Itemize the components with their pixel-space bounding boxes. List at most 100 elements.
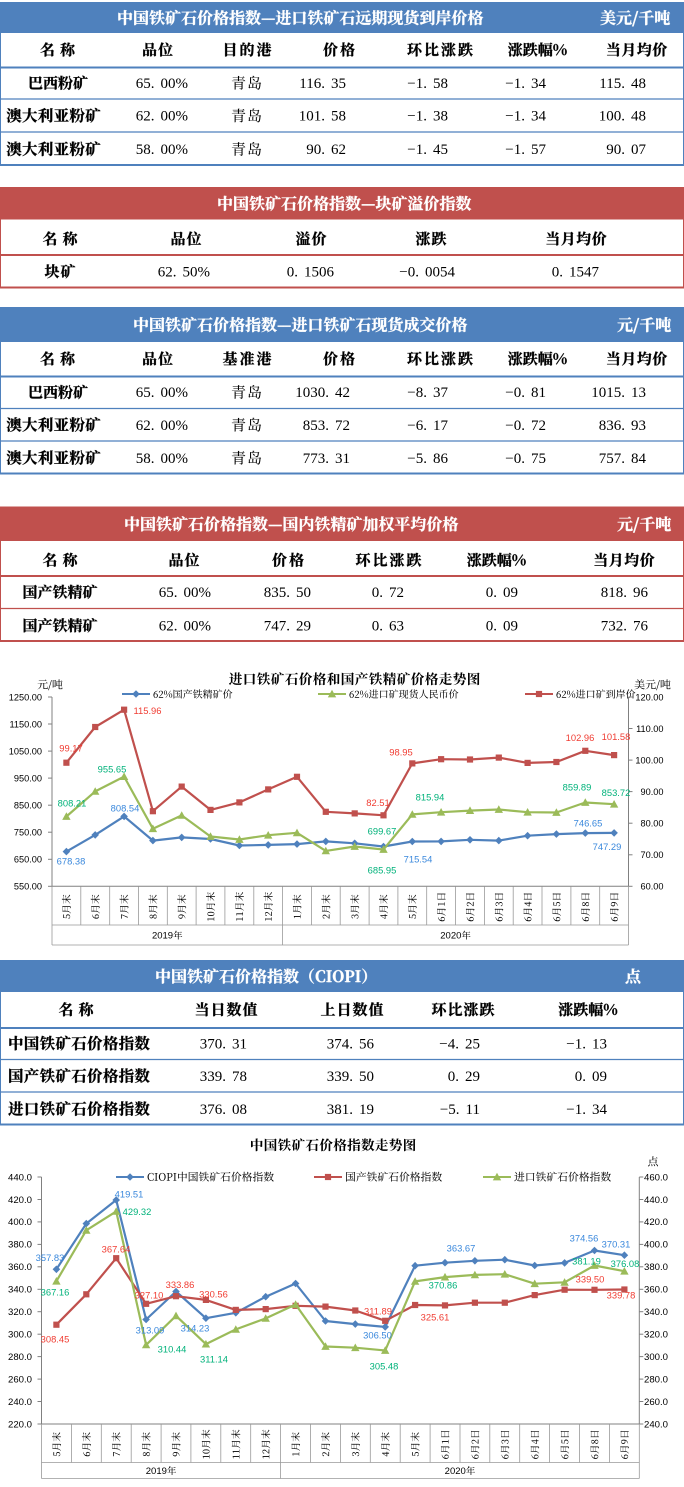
svg-text:−1. 45: −1. 45	[407, 142, 448, 158]
svg-text:747. 29: 747. 29	[264, 619, 311, 635]
svg-text:376.08: 376.08	[611, 1258, 640, 1269]
svg-text:306.50: 306.50	[363, 1329, 392, 1340]
svg-text:300.0: 300.0	[8, 1330, 32, 1341]
svg-text:308.45: 308.45	[41, 1333, 70, 1344]
svg-text:420.0: 420.0	[8, 1195, 32, 1206]
svg-text:62. 00%: 62. 00%	[136, 418, 188, 434]
svg-text:746.65: 746.65	[574, 817, 603, 828]
svg-text:836. 93: 836. 93	[599, 418, 646, 434]
svg-text:0. 1547: 0. 1547	[552, 264, 600, 280]
svg-text:339.50: 339.50	[576, 1273, 605, 1284]
svg-text:82.51: 82.51	[366, 797, 389, 808]
svg-text:−1. 34: −1. 34	[505, 109, 546, 125]
svg-text:0. 1506: 0. 1506	[287, 264, 335, 280]
svg-text:853.72: 853.72	[602, 787, 631, 798]
svg-text:260.0: 260.0	[644, 1397, 668, 1408]
svg-text:950.00: 950.00	[14, 773, 42, 783]
svg-text:1030. 42: 1030. 42	[295, 385, 350, 401]
svg-text:363.67: 363.67	[447, 1242, 476, 1253]
svg-text:955.65: 955.65	[98, 763, 127, 774]
svg-text:2019: 2019	[152, 930, 173, 941]
svg-text:429.32: 429.32	[123, 1206, 152, 1217]
svg-text:320.0: 320.0	[8, 1307, 32, 1318]
svg-text:835. 50: 835. 50	[264, 585, 311, 601]
svg-text:1015. 13: 1015. 13	[591, 385, 646, 401]
svg-text:2019: 2019	[146, 1466, 167, 1477]
svg-text:0. 29: 0. 29	[448, 1069, 480, 1085]
svg-text:240.0: 240.0	[8, 1397, 32, 1408]
svg-text:859.89: 859.89	[563, 782, 592, 793]
svg-text:220.0: 220.0	[8, 1419, 32, 1430]
svg-text:65. 00%: 65. 00%	[159, 585, 211, 601]
svg-text:550.00: 550.00	[14, 882, 42, 892]
svg-text:62. 00%: 62. 00%	[136, 109, 188, 125]
svg-text:98.95: 98.95	[389, 746, 412, 757]
svg-text:773. 31: 773. 31	[303, 451, 350, 467]
svg-text:90. 62: 90. 62	[306, 142, 346, 158]
svg-text:110.00: 110.00	[636, 724, 663, 734]
svg-text:−1. 34: −1. 34	[566, 1102, 607, 1118]
svg-text:380.0: 380.0	[644, 1262, 668, 1273]
svg-text:305.48: 305.48	[370, 1360, 399, 1371]
svg-text:325.61: 325.61	[421, 1311, 450, 1322]
svg-text:808.54: 808.54	[111, 802, 140, 813]
svg-text:360.0: 360.0	[644, 1285, 668, 1296]
svg-text:62. 50%: 62. 50%	[158, 264, 210, 280]
svg-text:90. 07: 90. 07	[606, 142, 646, 158]
svg-text:−8. 37: −8. 37	[407, 385, 448, 401]
svg-text:−0. 81: −0. 81	[505, 385, 546, 401]
svg-text:650.00: 650.00	[14, 855, 42, 865]
svg-text:300.0: 300.0	[644, 1352, 668, 1363]
svg-text:1150.00: 1150.00	[9, 719, 42, 729]
svg-text:100. 48: 100. 48	[599, 109, 646, 125]
svg-text:−5. 86: −5. 86	[407, 451, 448, 467]
svg-text:757. 84: 757. 84	[599, 451, 647, 467]
svg-text:850.00: 850.00	[14, 801, 42, 811]
svg-text:420.0: 420.0	[644, 1217, 668, 1228]
svg-text:65. 00%: 65. 00%	[136, 385, 188, 401]
svg-text:440.0: 440.0	[644, 1195, 668, 1206]
svg-text:750.00: 750.00	[14, 828, 42, 838]
svg-text:853. 72: 853. 72	[303, 418, 350, 434]
svg-text:370.31: 370.31	[602, 1238, 631, 1249]
svg-text:818. 96: 818. 96	[601, 585, 649, 601]
svg-text:320.0: 320.0	[644, 1330, 668, 1341]
svg-text:−1. 58: −1. 58	[407, 76, 448, 92]
svg-text:400.0: 400.0	[8, 1217, 32, 1228]
svg-text:715.54: 715.54	[404, 853, 433, 864]
svg-text:120.00: 120.00	[635, 692, 663, 702]
svg-text:370.86: 370.86	[429, 1279, 458, 1290]
svg-text:115. 48: 115. 48	[599, 76, 646, 92]
svg-text:327.10: 327.10	[135, 1289, 164, 1300]
svg-text:−1. 57: −1. 57	[505, 142, 546, 158]
svg-text:115.96: 115.96	[134, 705, 162, 716]
svg-text:58. 00%: 58. 00%	[136, 142, 188, 158]
svg-text:−6. 17: −6. 17	[407, 418, 448, 434]
svg-text:0. 72: 0. 72	[372, 585, 404, 601]
svg-text:311.89: 311.89	[364, 1305, 392, 1316]
svg-text:360.0: 360.0	[8, 1262, 32, 1273]
svg-text:357.83: 357.83	[36, 1252, 65, 1263]
svg-text:58. 00%: 58. 00%	[136, 451, 188, 467]
svg-text:314.23: 314.23	[181, 1322, 210, 1333]
svg-text:0. 63: 0. 63	[372, 619, 404, 635]
svg-text:280.0: 280.0	[644, 1374, 668, 1385]
svg-text:339. 50: 339. 50	[327, 1069, 374, 1085]
svg-text:400.0: 400.0	[644, 1240, 668, 1251]
svg-text:380.0: 380.0	[8, 1240, 32, 1251]
svg-text:−4. 25: −4. 25	[439, 1037, 480, 1053]
svg-text:815.94: 815.94	[416, 791, 445, 802]
svg-text:0. 09: 0. 09	[575, 1069, 607, 1085]
svg-text:−0. 75: −0. 75	[505, 451, 546, 467]
svg-text:678.38: 678.38	[57, 855, 86, 866]
svg-text:376. 08: 376. 08	[200, 1102, 247, 1118]
svg-text:90.00: 90.00	[641, 787, 664, 797]
svg-text:2020: 2020	[440, 930, 461, 941]
svg-text:339. 78: 339. 78	[200, 1069, 247, 1085]
svg-text:99.17: 99.17	[59, 742, 82, 753]
svg-text:−1. 38: −1. 38	[407, 109, 448, 125]
svg-text:1250.00: 1250.00	[9, 692, 42, 702]
svg-text:0. 09: 0. 09	[486, 585, 518, 601]
svg-text:374.56: 374.56	[570, 1232, 599, 1243]
svg-text:60.00: 60.00	[641, 882, 664, 892]
